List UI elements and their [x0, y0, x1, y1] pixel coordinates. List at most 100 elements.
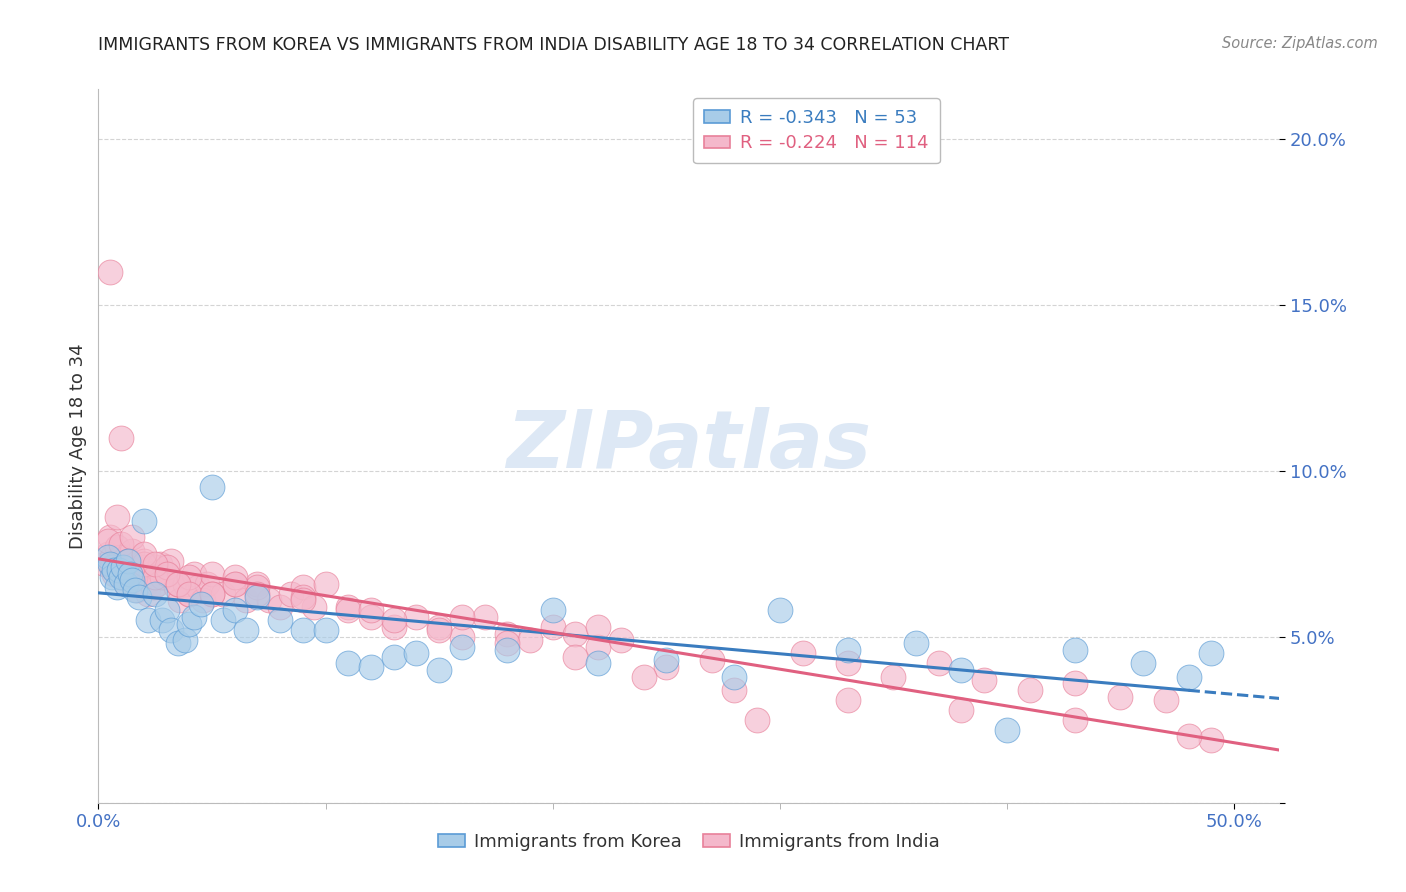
Point [135, 576, 157, 591]
Point [564, 626, 586, 640]
Point [586, 620, 609, 634]
Point [1064, 643, 1087, 657]
Point [179, 616, 201, 631]
Point [212, 587, 235, 601]
Point [131, 560, 153, 574]
Point [1201, 732, 1223, 747]
Point [405, 610, 427, 624]
Point [105, 580, 128, 594]
Point [139, 566, 162, 581]
Point [121, 543, 143, 558]
Point [315, 624, 337, 638]
Text: ZIPatlas: ZIPatlas [506, 407, 872, 485]
Point [142, 580, 165, 594]
Text: IMMIGRANTS FROM KOREA VS IMMIGRANTS FROM INDIA DISABILITY AGE 18 TO 34 CORRELATI: IMMIGRANTS FROM KOREA VS IMMIGRANTS FROM… [98, 36, 1010, 54]
Point [337, 603, 360, 617]
Point [291, 624, 314, 638]
Point [496, 643, 519, 657]
Point [110, 431, 132, 445]
Point [427, 620, 450, 634]
Point [496, 626, 519, 640]
Point [155, 566, 177, 581]
Point [235, 624, 257, 638]
Point [110, 550, 132, 565]
Point [723, 682, 745, 697]
Point [183, 610, 205, 624]
Point [124, 583, 146, 598]
Point [191, 593, 214, 607]
Point [143, 570, 166, 584]
Point [224, 603, 246, 617]
Point [143, 557, 166, 571]
Point [610, 633, 633, 648]
Point [112, 560, 135, 574]
Point [837, 657, 859, 671]
Point [450, 640, 472, 654]
Point [1018, 682, 1040, 697]
Point [132, 514, 155, 528]
Point [160, 624, 183, 638]
Point [103, 566, 125, 581]
Point [837, 693, 859, 707]
Point [995, 723, 1018, 737]
Point [105, 510, 128, 524]
Point [382, 613, 405, 627]
Point [190, 597, 212, 611]
Point [98, 530, 121, 544]
Point [269, 599, 291, 614]
Point [183, 566, 205, 581]
Point [337, 599, 360, 614]
Point [108, 564, 131, 578]
Point [201, 566, 224, 581]
Point [124, 574, 146, 588]
Point [257, 593, 280, 607]
Point [187, 580, 209, 594]
Point [450, 630, 472, 644]
Point [269, 613, 291, 627]
Point [1177, 670, 1199, 684]
Point [382, 649, 405, 664]
Point [179, 587, 201, 601]
Legend: Immigrants from Korea, Immigrants from India: Immigrants from Korea, Immigrants from I… [430, 826, 948, 858]
Point [950, 703, 973, 717]
Point [235, 593, 257, 607]
Point [114, 576, 136, 591]
Point [125, 583, 148, 598]
Point [155, 560, 177, 574]
Point [105, 540, 128, 554]
Point [167, 576, 190, 591]
Point [360, 659, 382, 673]
Point [280, 587, 302, 601]
Point [149, 557, 172, 571]
Point [101, 570, 124, 584]
Point [132, 553, 155, 567]
Point [1109, 690, 1132, 704]
Point [246, 580, 269, 594]
Point [1064, 713, 1087, 727]
Point [474, 610, 496, 624]
Point [1132, 657, 1154, 671]
Point [96, 547, 118, 561]
Point [315, 576, 337, 591]
Point [700, 653, 723, 667]
Point [405, 647, 427, 661]
Point [201, 587, 224, 601]
Point [167, 636, 190, 650]
Point [837, 643, 859, 657]
Point [98, 557, 121, 571]
Point [155, 566, 177, 581]
Point [382, 620, 405, 634]
Point [138, 613, 160, 627]
Point [224, 576, 246, 591]
Point [360, 610, 382, 624]
Point [586, 657, 609, 671]
Point [112, 570, 135, 584]
Point [128, 590, 150, 604]
Point [246, 587, 269, 601]
Y-axis label: Disability Age 18 to 34: Disability Age 18 to 34 [69, 343, 87, 549]
Point [655, 659, 678, 673]
Point [224, 570, 246, 584]
Point [132, 557, 155, 571]
Point [110, 537, 132, 551]
Point [128, 566, 150, 581]
